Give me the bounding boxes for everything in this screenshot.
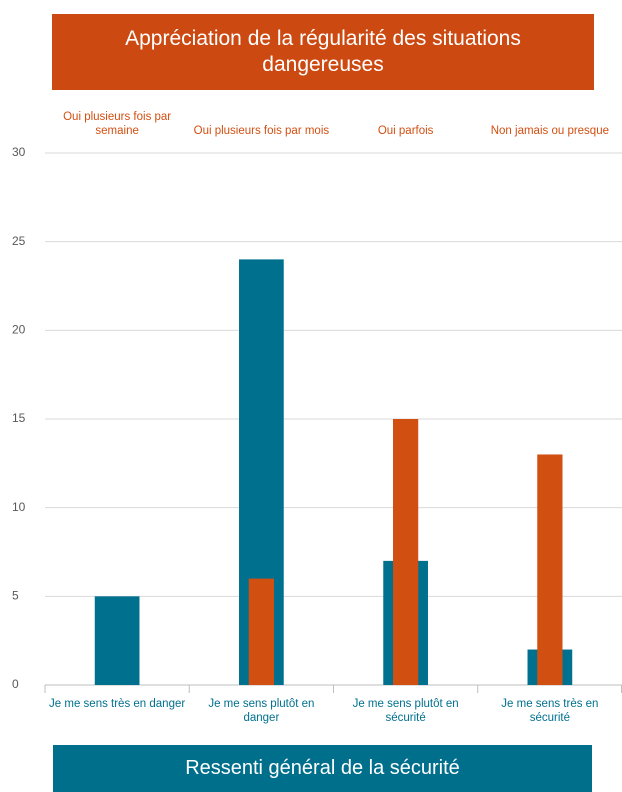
top-axis-title: Appréciation de la régularité des situat… bbox=[52, 14, 594, 90]
x2-tick-label: Non jamais ou presque bbox=[490, 125, 609, 137]
y-tick-label: 5 bbox=[12, 589, 19, 603]
bar bbox=[94, 596, 140, 685]
bar bbox=[393, 419, 419, 685]
y-tick-label: 20 bbox=[12, 323, 26, 337]
x2-tick-label: Oui plusieurs fois par semaine bbox=[63, 111, 172, 137]
bottom-axis-title: Ressenti général de la sécurité bbox=[53, 745, 592, 792]
x2-tick-label: Oui parfois bbox=[377, 125, 434, 137]
y-tick-label: 25 bbox=[12, 234, 26, 248]
y-tick-label: 10 bbox=[12, 500, 26, 514]
x-tick-label: Je me sens plutôt en danger bbox=[208, 698, 315, 724]
y-tick-label: 15 bbox=[12, 411, 26, 425]
x-tick-label: Je me sens très en danger bbox=[49, 698, 186, 710]
y-tick-label: 30 bbox=[12, 145, 26, 159]
x-tick-label: Je me sens très en sécurité bbox=[501, 698, 599, 724]
x2-tick-label: Oui plusieurs fois par mois bbox=[193, 125, 330, 137]
bar bbox=[248, 578, 274, 685]
x-tick-label: Je me sens plutôt en sécurité bbox=[352, 698, 459, 724]
y-tick-label: 0 bbox=[12, 677, 19, 691]
bar bbox=[537, 454, 563, 685]
